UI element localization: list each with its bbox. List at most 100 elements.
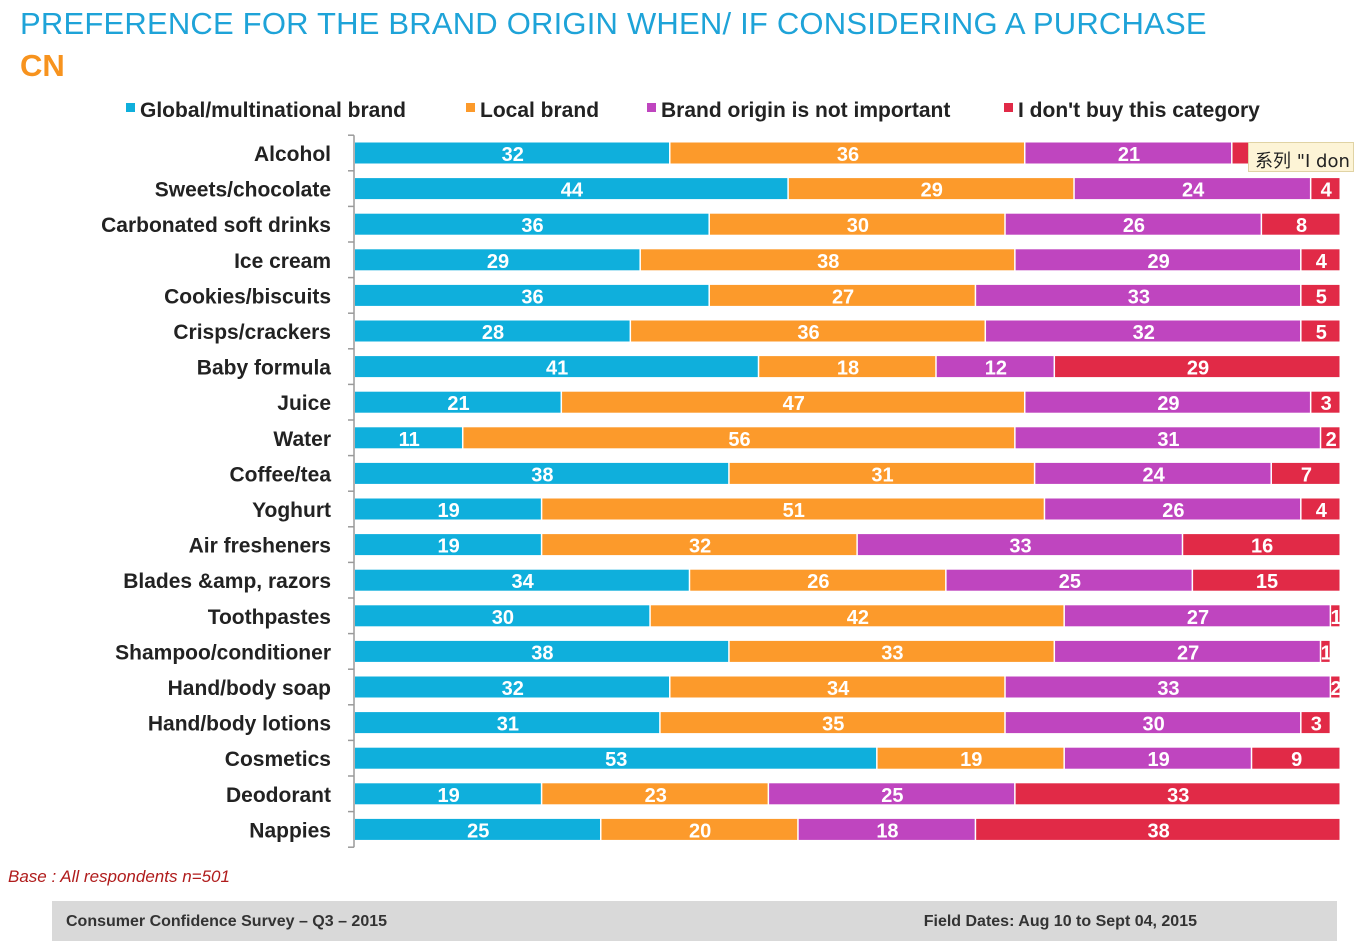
data-label: 24 bbox=[1143, 464, 1166, 486]
data-label: 33 bbox=[881, 642, 903, 664]
bar-segment bbox=[1025, 391, 1310, 413]
bar-segment bbox=[1301, 498, 1340, 520]
data-label: 29 bbox=[1157, 393, 1179, 415]
category-label: Hand/body soap bbox=[168, 677, 331, 700]
bar-segment bbox=[650, 605, 1064, 627]
bar-segment bbox=[355, 213, 709, 235]
data-label: 26 bbox=[807, 571, 829, 593]
legend-label: Brand origin is not important bbox=[661, 99, 950, 122]
bar-segment bbox=[355, 783, 541, 805]
data-label: 27 bbox=[1187, 607, 1209, 629]
bar-segment bbox=[355, 178, 788, 200]
bar-segment bbox=[601, 818, 798, 840]
data-label: 38 bbox=[1147, 820, 1169, 842]
data-label: 19 bbox=[438, 500, 460, 522]
bar-segment bbox=[1045, 498, 1301, 520]
bar-segment bbox=[670, 676, 1005, 698]
category-label: Alcohol bbox=[254, 143, 331, 166]
bar-segment bbox=[1301, 320, 1340, 342]
data-label: 25 bbox=[881, 785, 903, 807]
data-label: 3 bbox=[1311, 714, 1322, 736]
bar-segment bbox=[1271, 462, 1340, 484]
data-label: 32 bbox=[689, 536, 711, 558]
bar-segment bbox=[1015, 249, 1301, 271]
data-label: 41 bbox=[546, 358, 568, 380]
category-label: Juice bbox=[277, 392, 331, 415]
bar-segment bbox=[355, 640, 729, 662]
bar-segment bbox=[355, 534, 541, 556]
data-label: 30 bbox=[492, 607, 514, 629]
data-label: 12 bbox=[985, 358, 1007, 380]
data-label: 25 bbox=[1059, 571, 1081, 593]
data-label: 27 bbox=[832, 286, 854, 308]
data-label: 8 bbox=[1296, 215, 1307, 237]
category-label: Toothpastes bbox=[208, 606, 331, 629]
data-label: 38 bbox=[531, 464, 553, 486]
bar-segment bbox=[640, 249, 1015, 271]
bar-segment bbox=[1262, 213, 1340, 235]
data-label: 36 bbox=[837, 144, 859, 166]
data-label: 5 bbox=[1316, 286, 1327, 308]
data-label: 36 bbox=[797, 322, 819, 344]
category-label: Ice cream bbox=[234, 250, 331, 273]
data-label: 2 bbox=[1331, 678, 1342, 700]
data-label: 1 bbox=[1331, 607, 1342, 629]
bar-segment bbox=[562, 391, 1024, 413]
bar-segment bbox=[355, 142, 670, 164]
data-label: 36 bbox=[521, 215, 543, 237]
bar-segment bbox=[1331, 605, 1340, 627]
data-label: 27 bbox=[1177, 642, 1199, 664]
data-label: 38 bbox=[817, 251, 839, 273]
category-label: Coffee/tea bbox=[229, 463, 331, 486]
bar-segment bbox=[759, 356, 936, 378]
data-label: 30 bbox=[847, 215, 869, 237]
data-label: 29 bbox=[921, 180, 943, 202]
bar-segment bbox=[660, 712, 1005, 734]
data-label: 7 bbox=[1301, 464, 1312, 486]
data-label: 32 bbox=[1133, 322, 1155, 344]
data-label: 36 bbox=[521, 286, 543, 308]
data-label: 18 bbox=[876, 820, 898, 842]
data-label: 34 bbox=[827, 678, 850, 700]
footer-field-dates: Field Dates: Aug 10 to Sept 04, 2015 bbox=[923, 913, 1197, 930]
category-label: Crisps/crackers bbox=[173, 321, 331, 344]
category-label: Baby formula bbox=[197, 357, 332, 380]
data-label: 21 bbox=[447, 393, 469, 415]
data-label: 31 bbox=[497, 714, 519, 736]
data-label: 33 bbox=[1167, 785, 1189, 807]
bar-segment bbox=[355, 747, 877, 769]
data-label: 34 bbox=[511, 571, 534, 593]
data-label: 56 bbox=[728, 429, 750, 451]
bar-segment bbox=[729, 640, 1054, 662]
bar-segment bbox=[355, 427, 462, 449]
bar-segment bbox=[1035, 462, 1271, 484]
bar-segment bbox=[1311, 178, 1340, 200]
data-label: 4 bbox=[1316, 251, 1328, 273]
data-label: 29 bbox=[487, 251, 509, 273]
bar-segment bbox=[857, 534, 1182, 556]
bar-segment bbox=[1301, 249, 1340, 271]
data-label: 44 bbox=[561, 180, 584, 202]
data-label: 33 bbox=[1128, 286, 1150, 308]
data-label: 1 bbox=[1321, 642, 1332, 664]
bar-segment bbox=[946, 569, 1192, 591]
bar-segment bbox=[355, 284, 709, 306]
bar-segment bbox=[690, 569, 946, 591]
bar-segment bbox=[1015, 783, 1340, 805]
bar-segment bbox=[976, 818, 1340, 840]
category-label: Air fresheners bbox=[189, 535, 331, 558]
bar-segment bbox=[976, 284, 1301, 306]
data-label: 31 bbox=[1157, 429, 1179, 451]
bar-segment bbox=[355, 391, 561, 413]
data-label: 15 bbox=[1256, 571, 1278, 593]
bar-segment bbox=[355, 712, 660, 734]
data-label: 19 bbox=[960, 749, 982, 771]
data-label: 5 bbox=[1316, 322, 1327, 344]
bar-segment bbox=[631, 320, 985, 342]
bar-segment bbox=[1301, 284, 1340, 306]
data-label: 26 bbox=[1123, 215, 1145, 237]
bar-segment bbox=[788, 178, 1074, 200]
category-label: Sweets/chocolate bbox=[155, 179, 331, 202]
data-label: 19 bbox=[438, 785, 460, 807]
legend-swatch bbox=[466, 103, 475, 112]
